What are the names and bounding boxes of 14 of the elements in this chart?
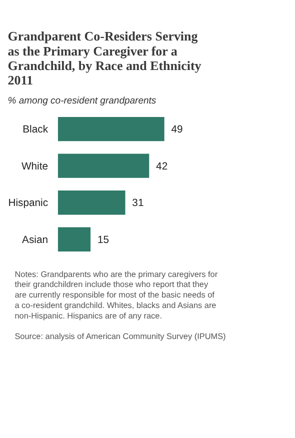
y-tick-label: Asian (22, 234, 48, 246)
data-label: 31 (132, 198, 144, 210)
data-label: 15 (97, 234, 110, 246)
bar (58, 154, 150, 178)
bar (58, 227, 91, 252)
y-tick-label: Hispanic (8, 198, 48, 210)
data-label: 42 (156, 161, 168, 172)
y-tick-label: Black (22, 124, 49, 136)
bar (58, 190, 126, 215)
bar (58, 116, 164, 142)
chart-subtitle: % among co-resident grandparents (8, 96, 156, 107)
chart-title: Grandparent Co-Residers Serving as the Primary Caregiver for a Grandchild, by Race and Ethnicity 2011 (8, 28, 202, 88)
y-tick-label: White (21, 161, 48, 172)
data-label: 49 (171, 124, 184, 136)
